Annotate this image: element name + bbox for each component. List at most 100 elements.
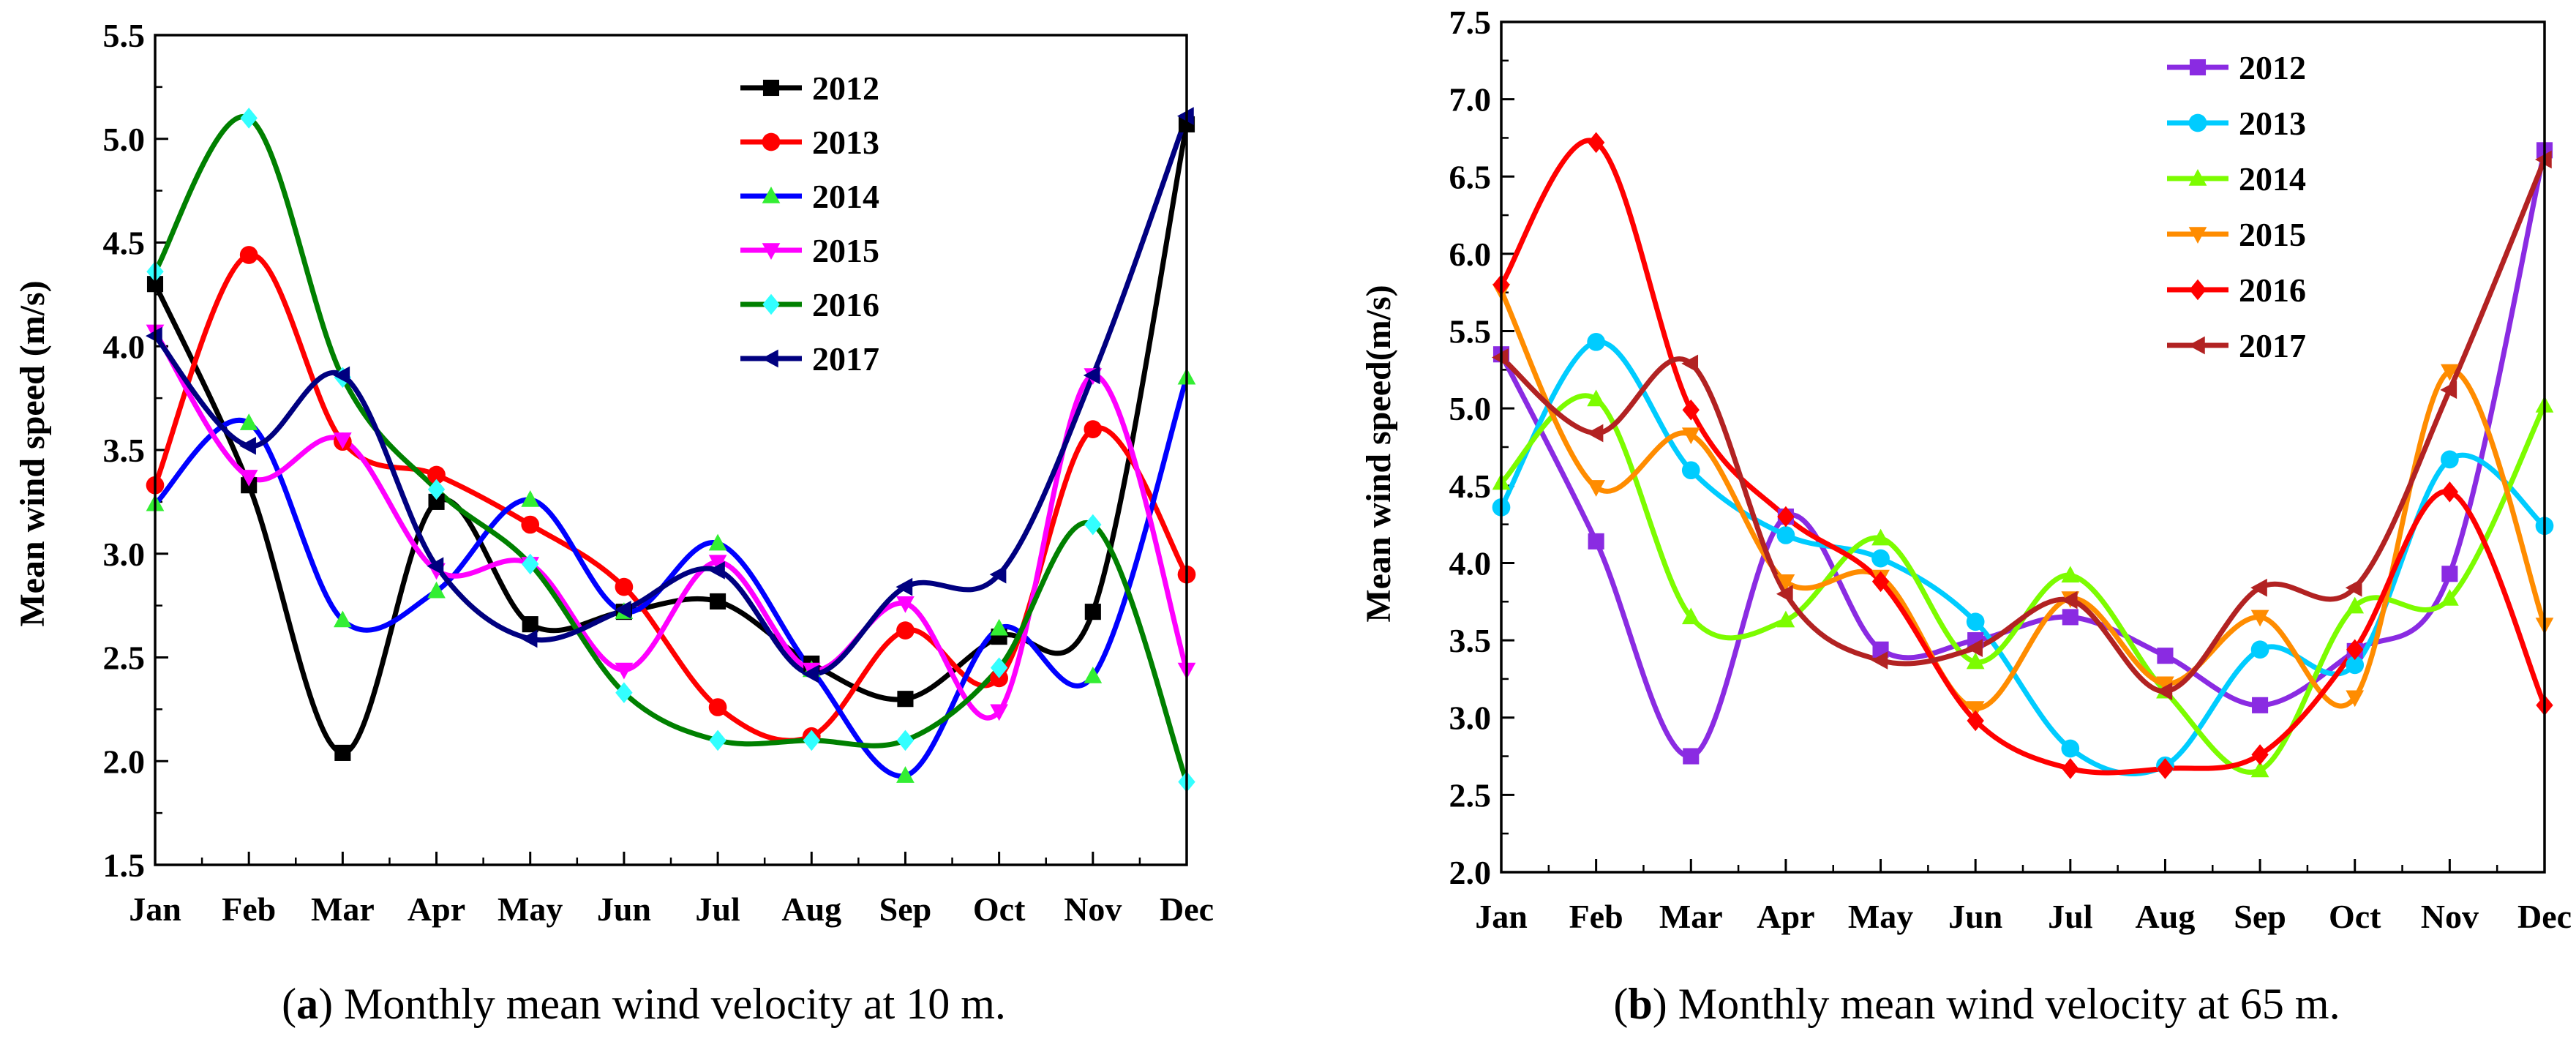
data-point-b-2014 [2346, 596, 2365, 614]
data-point-b-2014 [1776, 610, 1795, 628]
y-tick-label-b: 3.5 [1449, 622, 1492, 659]
data-point-b-2014 [2250, 760, 2269, 778]
x-tick-label-b: Dec [2517, 898, 2572, 935]
legend-item-b-2016: 2016 [2167, 271, 2306, 309]
legend-item-a-2016: 2016 [740, 286, 879, 323]
legend-label-b: 2013 [2239, 105, 2306, 142]
legend-label-b: 2017 [2239, 327, 2306, 364]
data-point-a-2012 [522, 616, 538, 633]
data-point-b-2014 [2441, 589, 2459, 606]
x-tick-label-b: Mar [1659, 898, 1723, 935]
legend-marker-a [762, 79, 780, 97]
data-point-b-2015 [1776, 574, 1795, 591]
y-tick-label-b: 4.5 [1449, 468, 1492, 505]
legend-marker-a [762, 243, 781, 260]
data-point-b-2017 [2060, 590, 2078, 609]
data-point-b-2013 [1966, 612, 1985, 631]
data-point-b-2016 [2441, 481, 2459, 503]
caption-b: (b) Monthly mean wind velocity at 65 m. [1613, 980, 2340, 1028]
data-point-b-2013 [1871, 549, 1890, 568]
y-tick-label-b: 4.0 [1449, 544, 1492, 582]
data-point-b-2016 [2251, 744, 2269, 765]
caption-text-a: Monthly mean wind velocity at 10 m. [344, 980, 1006, 1028]
legend-marker-b [2188, 227, 2207, 244]
data-point-b-2012 [2441, 566, 2458, 582]
data-point-a-2015 [334, 432, 352, 449]
legend-label-a: 2015 [812, 232, 879, 269]
x-tick-label-b: Apr [1757, 898, 1814, 935]
data-point-a-2013 [521, 515, 540, 534]
legend-b: 2012 2013 2014 2015 2016 2017 [2167, 49, 2306, 364]
data-point-b-2012 [2157, 648, 2174, 664]
data-point-b-2012 [1588, 533, 1604, 549]
caption-letter-a: a [296, 980, 318, 1028]
legend-label-b: 2015 [2239, 216, 2306, 253]
data-point-b-2013 [2441, 450, 2459, 469]
legend-marker-b [2189, 279, 2207, 301]
data-point-a-2017 [895, 577, 913, 596]
x-tick-label-a: Jan [129, 890, 181, 928]
data-point-a-2017 [1083, 366, 1100, 385]
data-point-b-2014 [1871, 528, 1890, 546]
series-line-b-2015 [1498, 288, 2547, 711]
data-point-a-2013 [615, 577, 634, 596]
data-point-b-2017 [2155, 682, 2173, 701]
series-line-a-2012 [152, 121, 1190, 756]
y-tick-label-a: 5.5 [103, 17, 146, 54]
legend-item-b-2015: 2015 [2167, 216, 2306, 253]
data-point-a-2014 [990, 618, 1008, 636]
legend-marker-a [762, 349, 778, 368]
x-tick-label-a: Aug [781, 890, 841, 928]
data-point-a-2016 [709, 729, 726, 751]
legend-marker-b [2188, 169, 2207, 186]
x-tick-label-b: Oct [2329, 898, 2381, 935]
data-point-b-2017 [1586, 424, 1604, 443]
legend-label-a: 2017 [812, 340, 879, 378]
data-point-b-2016 [2346, 639, 2364, 661]
data-point-b-2013 [2250, 640, 2269, 659]
data-point-b-2015 [1681, 427, 1700, 445]
x-tick-label-b: Jul [2048, 898, 2092, 935]
data-point-a-2013 [427, 465, 446, 484]
data-point-a-2017 [989, 565, 1007, 584]
y-tick-label-b: 6.0 [1449, 236, 1492, 273]
data-point-a-2012 [897, 691, 914, 708]
data-point-b-2015 [2346, 690, 2365, 708]
plot-frame-b [1500, 20, 2546, 874]
data-point-b-2013 [1587, 332, 1605, 351]
data-point-b-2017 [1681, 354, 1699, 373]
chart-panel-a: 1.5 2.0 2.5 3.0 3.5 4.0 4.5 5.0 5.5 Jan Feb Mar Apr M… [13, 17, 1214, 1028]
legend-item-a-2012: 2012 [740, 70, 879, 107]
data-point-a-2016 [240, 108, 258, 129]
x-tick-label-a: Feb [222, 890, 276, 928]
data-point-b-2014 [2061, 566, 2080, 583]
legend-label-a: 2014 [812, 178, 879, 215]
y-tick-label-b: 2.5 [1449, 776, 1492, 814]
legend-item-b-2017: 2017 [2167, 327, 2306, 364]
data-point-a-2014 [239, 413, 258, 430]
y-tick-label-b: 3.0 [1449, 699, 1492, 737]
y-tick-label-a: 2.5 [103, 639, 146, 677]
x-tick-label-a: Mar [311, 890, 375, 928]
data-point-a-2014 [896, 766, 915, 783]
data-point-a-2017 [333, 366, 350, 385]
data-point-a-2012 [334, 744, 351, 761]
data-point-b-2016 [1682, 399, 1700, 421]
y-tick-label-b: 5.0 [1449, 390, 1492, 427]
legend-item-a-2017: 2017 [740, 340, 879, 378]
x-tick-label-b: Nov [2421, 898, 2479, 935]
legend-marker-a [762, 187, 781, 203]
x-tick-label-a: Oct [973, 890, 1026, 928]
data-point-a-2016 [427, 479, 446, 500]
legend-item-a-2015: 2015 [740, 232, 879, 269]
legend-marker-a [762, 293, 780, 315]
data-point-b-2017 [1966, 639, 1983, 658]
data-point-a-2013 [708, 698, 727, 716]
series-line-a-2017 [152, 113, 1190, 677]
y-tick-label-b: 7.5 [1449, 4, 1492, 41]
x-tick-label-b: May [1848, 898, 1913, 935]
legend-label-a: 2013 [812, 124, 879, 161]
data-point-a-2015 [615, 662, 634, 680]
data-point-b-2017 [1871, 651, 1888, 669]
